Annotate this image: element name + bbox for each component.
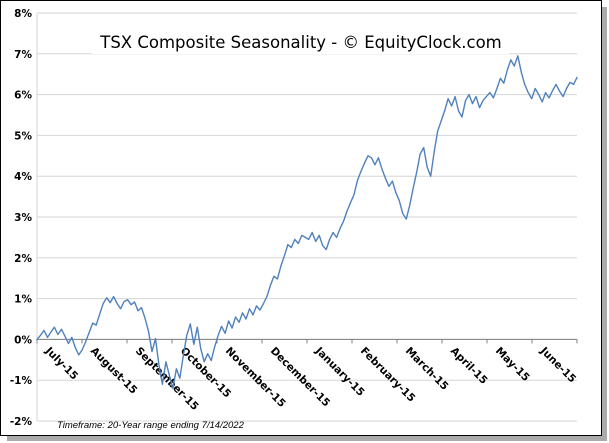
y-axis-label: 2% bbox=[14, 253, 32, 265]
chart-title: TSX Composite Seasonality - © EquityCloc… bbox=[92, 31, 510, 54]
seasonality-line bbox=[36, 55, 578, 390]
x-axis-label: August-15 bbox=[88, 345, 140, 397]
y-axis-label: 8% bbox=[14, 8, 32, 20]
chart-frame: 8% 7% 6% 5% 4% 3% 2% 1% 0% -1% -2% July-15 August-15… bbox=[0, 0, 602, 436]
seasonality-chart: 8% 7% 6% 5% 4% 3% 2% 1% 0% -1% -2% July-15 August-15… bbox=[10, 8, 578, 428]
y-axis-label: 1% bbox=[14, 294, 32, 306]
y-axis-label: 5% bbox=[14, 130, 32, 142]
x-axis-label: March-15 bbox=[403, 345, 451, 393]
y-axis-label: 7% bbox=[14, 49, 32, 61]
y-axis-label: 4% bbox=[14, 171, 32, 183]
y-axis-label: -1% bbox=[10, 375, 33, 387]
y-axis-label: -2% bbox=[10, 416, 33, 428]
x-axis-label: June-15 bbox=[537, 344, 578, 385]
x-axis-label: May-15 bbox=[493, 345, 532, 384]
y-axis-label: 0% bbox=[14, 334, 32, 346]
x-axis-label: July-15 bbox=[42, 344, 80, 382]
y-axis-label: 6% bbox=[14, 90, 32, 102]
chart-footnote: Timeframe: 20-Year range ending 7/14/202… bbox=[57, 420, 244, 431]
y-axis-label: 3% bbox=[14, 212, 32, 224]
